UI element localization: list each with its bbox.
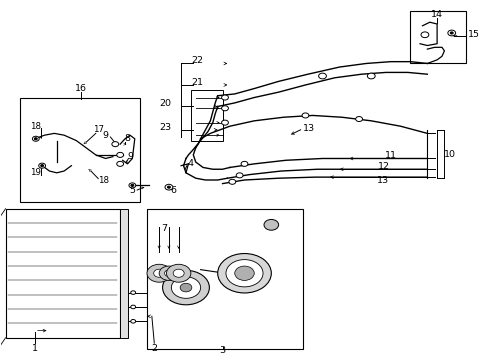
Bar: [20, 98, 140, 202]
Circle shape: [112, 141, 119, 147]
Text: 17: 17: [93, 125, 103, 134]
Text: 13: 13: [377, 176, 389, 185]
Circle shape: [302, 113, 308, 118]
Circle shape: [131, 184, 134, 186]
Circle shape: [147, 264, 171, 282]
Circle shape: [217, 253, 271, 293]
Circle shape: [129, 183, 136, 188]
Circle shape: [234, 266, 254, 280]
Text: 2: 2: [151, 344, 157, 353]
Text: 21: 21: [190, 78, 203, 87]
Circle shape: [171, 277, 200, 298]
Text: 19: 19: [30, 168, 41, 177]
Bar: [190, 90, 222, 140]
Circle shape: [180, 283, 191, 292]
Circle shape: [41, 165, 43, 167]
Circle shape: [130, 305, 135, 309]
Circle shape: [117, 152, 123, 157]
Circle shape: [34, 138, 37, 140]
Text: 3: 3: [219, 346, 225, 355]
Circle shape: [221, 106, 228, 111]
Circle shape: [447, 30, 455, 36]
Circle shape: [449, 32, 452, 34]
Circle shape: [420, 32, 428, 38]
Circle shape: [162, 270, 209, 305]
Circle shape: [228, 179, 235, 184]
Bar: [147, 209, 303, 348]
Circle shape: [225, 260, 263, 287]
Circle shape: [153, 269, 164, 277]
Text: 14: 14: [430, 10, 442, 19]
Text: 4: 4: [187, 159, 193, 168]
Circle shape: [318, 73, 326, 79]
Circle shape: [241, 161, 247, 166]
Circle shape: [221, 95, 228, 100]
Text: 9: 9: [102, 131, 108, 140]
Circle shape: [130, 291, 135, 294]
Circle shape: [366, 73, 374, 79]
Text: 22: 22: [190, 57, 203, 66]
Text: 18: 18: [98, 176, 108, 185]
Text: 12: 12: [377, 162, 388, 171]
Text: 5: 5: [129, 186, 135, 195]
Circle shape: [130, 319, 135, 323]
Circle shape: [117, 161, 123, 166]
Text: 8: 8: [124, 134, 130, 143]
Circle shape: [164, 270, 173, 276]
Text: 16: 16: [75, 84, 87, 93]
Text: 6: 6: [170, 185, 177, 194]
Bar: [409, 12, 466, 63]
Text: 23: 23: [159, 123, 171, 132]
Circle shape: [236, 173, 243, 178]
Text: 7: 7: [161, 224, 167, 233]
Circle shape: [159, 266, 178, 280]
Circle shape: [355, 117, 362, 122]
Circle shape: [164, 184, 172, 190]
Bar: [5, 209, 119, 338]
Text: 9: 9: [127, 152, 133, 161]
Text: 10: 10: [444, 150, 455, 159]
Circle shape: [32, 136, 39, 141]
Text: 1: 1: [32, 344, 38, 353]
Circle shape: [264, 220, 278, 230]
Text: 15: 15: [467, 30, 479, 39]
Circle shape: [39, 163, 45, 168]
Text: 18: 18: [30, 122, 41, 131]
Text: 13: 13: [303, 123, 314, 132]
Circle shape: [166, 264, 190, 282]
Circle shape: [173, 269, 184, 277]
Text: 20: 20: [159, 99, 171, 108]
Circle shape: [221, 120, 228, 125]
Text: 11: 11: [384, 151, 396, 160]
Circle shape: [167, 186, 170, 188]
Bar: [119, 209, 128, 338]
